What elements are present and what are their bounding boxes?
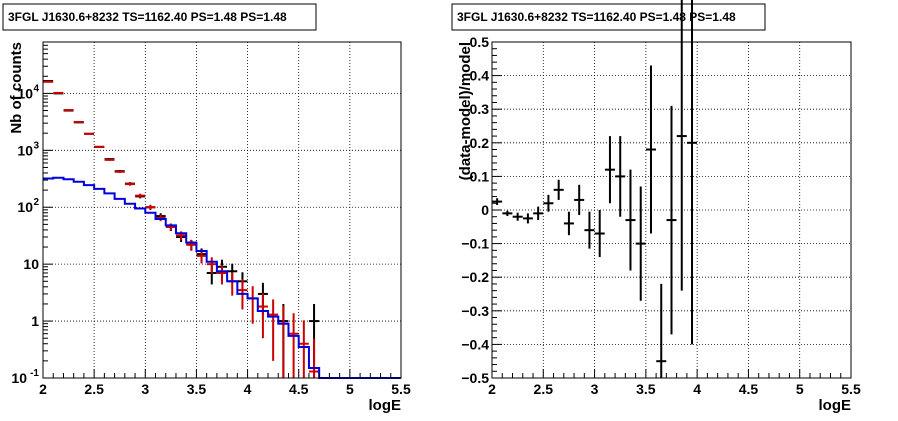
x-tick-label: 3.5	[187, 381, 207, 397]
model-point	[217, 265, 227, 285]
data-point	[625, 169, 636, 271]
data-point	[687, 0, 698, 345]
data-point	[553, 179, 564, 200]
model-point	[63, 109, 74, 112]
model-point	[206, 257, 217, 274]
model-point	[104, 158, 115, 161]
grid	[492, 42, 851, 378]
x-tick-label: 5	[346, 381, 354, 397]
y-tick-label: −0.5	[461, 370, 489, 386]
y-axis-title: (data-model)/model	[457, 42, 474, 180]
data-point	[543, 194, 554, 212]
plot-marks	[492, 0, 698, 378]
data-point	[676, 0, 687, 291]
y-tick-label: −0.4	[461, 336, 489, 352]
data-point	[666, 105, 677, 335]
y-tick-label: 0.2	[470, 135, 490, 151]
chart-title-box	[2, 3, 317, 31]
plot-frame	[42, 41, 402, 379]
x-tick-label: 2.5	[534, 381, 554, 397]
data-point	[635, 186, 646, 301]
model-point	[114, 170, 125, 173]
model-point	[124, 182, 135, 186]
model-point	[227, 272, 238, 296]
x-axis-title: logE	[369, 397, 402, 414]
y-tick-label: −0.2	[461, 269, 489, 285]
model-point	[145, 204, 156, 210]
data-point	[584, 211, 595, 249]
x-tick-label: 5	[796, 381, 804, 397]
data-point	[512, 212, 523, 221]
data-point	[594, 210, 605, 258]
data-point	[645, 65, 656, 234]
x-tick-label: 2.5	[84, 381, 104, 397]
y-axis-title: Nb of counts	[8, 42, 25, 134]
model-point	[278, 305, 289, 378]
background-histogram	[43, 176, 401, 379]
data-point	[604, 136, 615, 204]
x-axis-title: logE	[819, 397, 852, 414]
data-point	[574, 184, 585, 216]
chart-title: 3FGL J1630.6+8232 TS=1162.40 PS=1.48 PS=…	[457, 10, 736, 24]
y-tick-label: 0.4	[470, 68, 490, 84]
y-tick-exponent: 3	[33, 140, 39, 151]
data-point	[563, 211, 574, 236]
residual-chart-panel: 3FGL J1630.6+8232 TS=1162.40 PS=1.48 PS=…	[451, 0, 861, 414]
data-point	[522, 213, 533, 224]
y-tick-label: 1	[31, 313, 39, 329]
y-tick-label: −0.3	[461, 303, 489, 319]
y-tick-label: 10	[23, 256, 39, 272]
x-tick-label: 2	[488, 381, 496, 397]
model-point	[135, 193, 146, 198]
data-point	[502, 210, 513, 217]
y-tick-label: 0.5	[470, 34, 490, 50]
model-point	[94, 145, 105, 148]
y-tick-label: 10	[17, 142, 33, 158]
y-tick-label: 10	[17, 199, 33, 215]
model-point	[309, 338, 320, 378]
chart-title: 3FGL J1630.6+8232 TS=1162.40 PS=1.48 PS=…	[8, 10, 287, 24]
data-point	[533, 206, 544, 221]
model-point	[84, 132, 95, 135]
x-tick-label: 3	[591, 381, 599, 397]
y-tick-label: 10	[11, 370, 27, 386]
x-tick-label: 3	[141, 381, 149, 397]
model-point	[298, 320, 309, 378]
x-tick-label: 5.5	[391, 381, 411, 397]
x-tick-label: 3.5	[636, 381, 656, 397]
model-point	[73, 120, 84, 123]
axis-ticks: 2 2.5 3 3.5 4 4.5 5 5.5 −0.5 −0.4 −0.3 −0.2 −0.1 0 0.1…	[461, 34, 861, 397]
data-point	[656, 283, 667, 378]
y-tick-exponent: 2	[33, 197, 39, 208]
chart-title-box	[451, 3, 766, 31]
model-point	[268, 299, 279, 361]
data-point	[615, 136, 626, 217]
x-tick-label: 4	[693, 381, 701, 397]
y-tick-label: −0.1	[461, 236, 489, 252]
y-tick-exponent: 4	[33, 83, 39, 94]
model-point	[186, 239, 197, 251]
x-tick-label: 4.5	[739, 381, 759, 397]
x-tick-label: 5.5	[841, 381, 861, 397]
plot-marks	[43, 80, 401, 379]
y-tick-label: 0.1	[470, 168, 490, 184]
data-point	[492, 198, 503, 205]
x-tick-label: 2	[39, 381, 47, 397]
y-tick-label: 10	[17, 85, 33, 101]
x-tick-label: 4.5	[289, 381, 309, 397]
y-tick-exponent: -1	[30, 368, 39, 379]
x-tick-label: 4	[244, 381, 252, 397]
model-point	[288, 313, 299, 378]
model-point	[196, 250, 207, 264]
model-point	[247, 286, 258, 324]
counts-chart-panel: 3FGL J1630.6+8232 TS=1162.40 PS=1.48 PS=…	[2, 3, 411, 414]
model-point	[257, 293, 268, 339]
y-tick-label: 0	[481, 202, 489, 218]
grid	[43, 42, 401, 378]
y-tick-label: 0.3	[470, 101, 490, 117]
